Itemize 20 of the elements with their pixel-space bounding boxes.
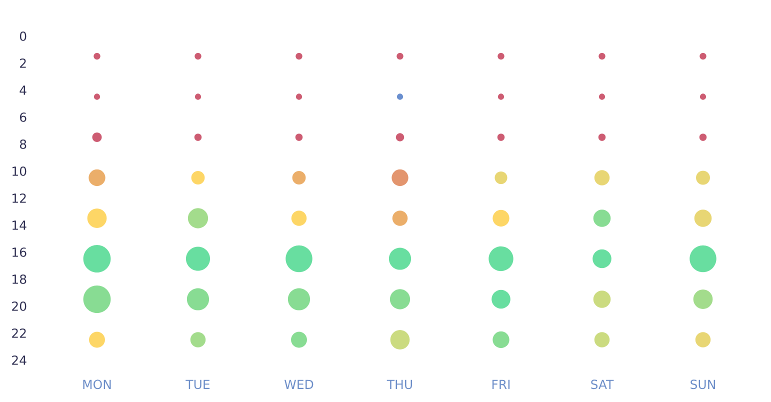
- y-tick-label: 20: [12, 301, 26, 311]
- y-tick-label: 14: [12, 220, 26, 230]
- x-tick-label: SUN: [690, 380, 715, 390]
- x-tick-label: TUE: [186, 380, 210, 390]
- y-tick-label: 22: [12, 328, 26, 338]
- y-tick-label: 16: [12, 247, 26, 257]
- x-tick-label: SAT: [591, 380, 614, 390]
- y-tick-label: 4: [20, 86, 26, 95]
- y-tick-label: 2: [20, 58, 26, 68]
- y-tick-label: 24: [12, 355, 26, 365]
- x-tick-label: THU: [386, 380, 412, 390]
- y-tick-label: 0: [20, 31, 26, 41]
- y-tick-label: 10: [12, 166, 26, 176]
- y-tick-label: 6: [20, 112, 26, 122]
- x-tick-label: FRI: [492, 380, 510, 389]
- x-tick-label: MON: [83, 380, 111, 390]
- y-tick-label: 18: [12, 274, 26, 284]
- y-tick-label: 8: [20, 139, 26, 149]
- y-tick-label: 12: [12, 193, 26, 203]
- x-tick-label: WED: [284, 380, 314, 389]
